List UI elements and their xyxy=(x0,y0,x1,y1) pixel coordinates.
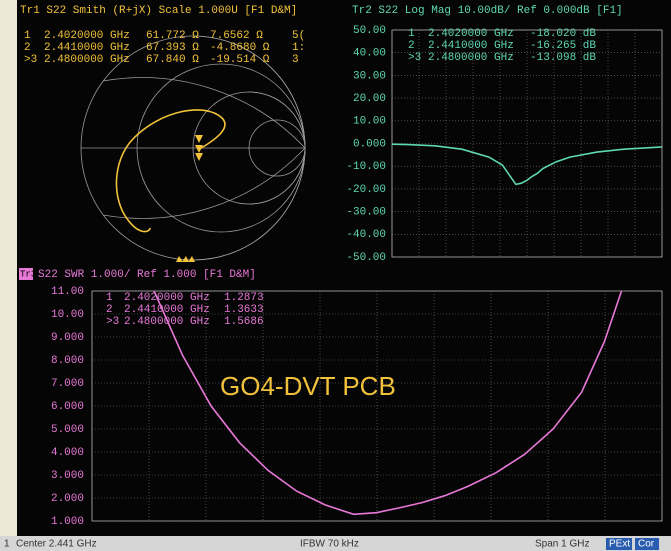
marker-readout: 7.6562 Ω xyxy=(210,30,263,42)
marker-readout: 67.840 Ω xyxy=(146,54,199,66)
marker-readout: 1 xyxy=(106,292,113,304)
y-tick-label: -40.00 xyxy=(346,229,386,241)
vna-screen: Tr3 S22 SWR 1.000/ Ref 1.000 [F1 D&M] Tr… xyxy=(0,0,671,551)
marker-readout: 2 xyxy=(24,42,31,54)
marker-readout: 2.4800000 GHz xyxy=(44,54,130,66)
y-tick-label: -30.00 xyxy=(346,207,386,219)
marker-readout: >3 xyxy=(106,316,119,328)
marker-readout: -13.098 dB xyxy=(530,52,596,64)
y-tick-label: 5.000 xyxy=(51,424,84,436)
y-tick-label: 9.000 xyxy=(51,332,84,344)
ifbw: IFBW 70 kHz xyxy=(300,539,359,550)
marker-readout: 2.4020000 GHz xyxy=(44,30,130,42)
y-tick-label: 11.00 xyxy=(51,286,84,298)
y-tick-label: 4.000 xyxy=(51,447,84,459)
marker-readout: >3 xyxy=(408,52,421,64)
marker-readout: 1: xyxy=(292,42,305,54)
marker-readout: -4.8680 Ω xyxy=(210,42,270,54)
y-tick-label: -20.00 xyxy=(346,184,386,196)
marker-readout: 1.2873 xyxy=(224,292,264,304)
marker-readout: 2.4410000 GHz xyxy=(124,304,210,316)
marker-readout: 2.4020000 GHz xyxy=(124,292,210,304)
y-tick-label: 30.00 xyxy=(353,70,386,82)
marker-readout: 5( xyxy=(292,30,305,42)
marker-readout: 1.5686 xyxy=(224,316,264,328)
y-tick-label: -50.00 xyxy=(346,252,386,264)
marker-readout: 1 xyxy=(24,30,31,42)
marker-readout: 67.393 Ω xyxy=(146,42,199,54)
y-tick-label: 10.00 xyxy=(51,309,84,321)
cor: Cor xyxy=(638,539,655,550)
y-tick-label: -10.00 xyxy=(346,161,386,173)
pext: PExt xyxy=(609,539,630,550)
y-tick-label: 3.000 xyxy=(51,470,84,482)
y-tick-label: 7.000 xyxy=(51,378,84,390)
marker-readout: -18.020 dB xyxy=(530,28,596,40)
marker-readout: >3 xyxy=(24,54,37,66)
marker-readout: 61.772 Ω xyxy=(146,30,199,42)
marker-readout: 2.4800000 GHz xyxy=(428,52,514,64)
y-tick-label: 2.000 xyxy=(51,493,84,505)
marker-readout: 1.3633 xyxy=(224,304,264,316)
marker-readout: 2.4020000 GHz xyxy=(428,28,514,40)
marker-readout: 2.4800000 GHz xyxy=(124,316,210,328)
trace-header: S22 SWR 1.000/ Ref 1.000 [F1 D&M] xyxy=(38,269,256,281)
marker-readout: 3 xyxy=(292,54,299,66)
marker-readout: 2 xyxy=(408,40,415,52)
marker-readout: -16.265 dB xyxy=(530,40,596,52)
y-tick-label: 0.000 xyxy=(353,138,386,150)
y-tick-label: 20.00 xyxy=(353,93,386,105)
center-freq: Center 2.441 GHz xyxy=(16,539,97,550)
channel: 1 xyxy=(4,539,10,550)
marker-readout: 2.4410000 GHz xyxy=(44,42,130,54)
trace-header: Tr2 S22 Log Mag 10.00dB/ Ref 0.000dB [F1… xyxy=(352,5,623,17)
y-tick-label: 10.00 xyxy=(353,116,386,128)
y-tick-label: 8.000 xyxy=(51,355,84,367)
y-tick-label: 1.000 xyxy=(51,516,84,528)
y-tick-label: 40.00 xyxy=(353,48,386,60)
trace-header: Tr1 S22 Smith (R+jX) Scale 1.000U [F1 D&… xyxy=(20,5,297,17)
marker-readout: 1 xyxy=(408,28,415,40)
trace-tab: Tr3 xyxy=(20,269,36,279)
marker-readout: -19.514 Ω xyxy=(210,54,270,66)
y-tick-label: 50.00 xyxy=(353,25,386,37)
marker-readout: 2.4410000 GHz xyxy=(428,40,514,52)
annotation: GO4-DVT PCB xyxy=(220,371,396,401)
marker-readout: 2 xyxy=(106,304,113,316)
span: Span 1 GHz xyxy=(535,539,589,550)
y-tick-label: 6.000 xyxy=(51,401,84,413)
